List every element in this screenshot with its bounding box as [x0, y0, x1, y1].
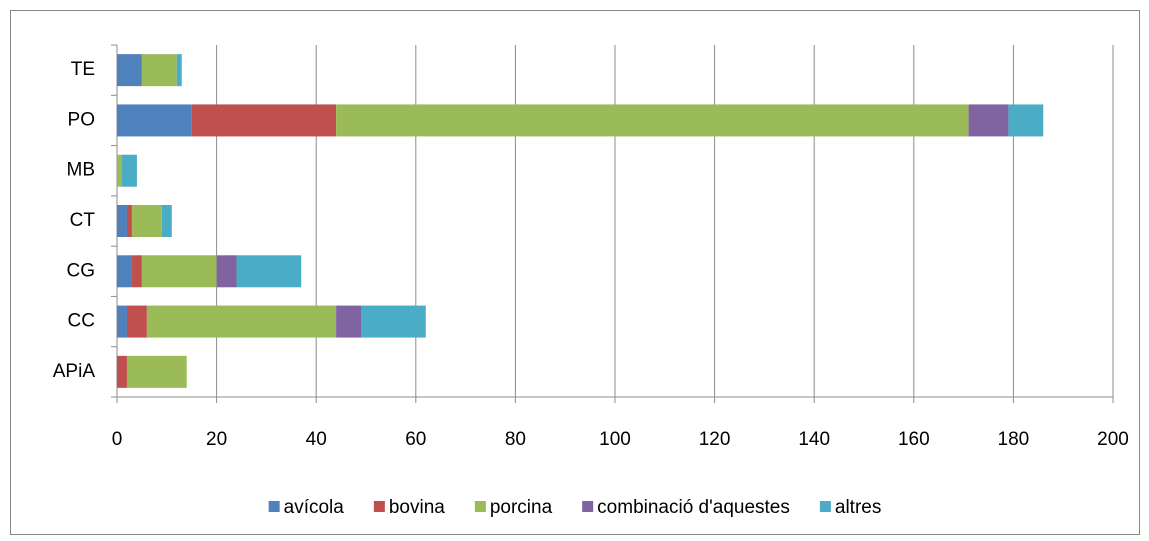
legend-label: avícola — [284, 497, 345, 518]
x-tick-label: 0 — [112, 429, 123, 450]
legend-swatch — [373, 501, 385, 512]
y-tick-label: CG — [67, 260, 96, 281]
legend-swatch — [268, 501, 280, 512]
bar-segment — [117, 54, 142, 87]
legend-label: altres — [835, 497, 881, 518]
x-tick-label: 100 — [599, 429, 631, 450]
bar-segment — [236, 255, 302, 288]
y-tick-label: CC — [68, 311, 95, 332]
bar-segment — [117, 355, 127, 388]
bar-segment — [1008, 104, 1044, 137]
bar-segment — [131, 205, 162, 237]
bar-segment — [176, 54, 182, 87]
bar-segment — [141, 54, 177, 87]
legend-label: combinació d'aquestes — [597, 497, 790, 518]
bar-segment — [117, 205, 127, 237]
bar-segment — [968, 104, 1009, 137]
x-tick-label: 80 — [505, 429, 526, 450]
bar-segment — [117, 154, 122, 187]
y-tick-label: TE — [71, 59, 95, 80]
y-tick-label: MB — [67, 160, 96, 181]
bar-segment — [191, 104, 337, 137]
bar-segment — [361, 305, 426, 338]
x-tick-label: 60 — [405, 429, 426, 450]
y-tick-label: CT — [70, 210, 96, 231]
bar-segment — [216, 255, 237, 288]
y-tick-label: APiA — [53, 361, 96, 382]
y-tick-label: PO — [68, 109, 95, 130]
bar-segment — [126, 355, 187, 388]
bar-segment — [126, 305, 147, 338]
bar-segment — [141, 255, 217, 288]
bar-segment — [117, 305, 127, 338]
bar-segment — [121, 154, 137, 187]
x-tick-label: 120 — [699, 429, 731, 450]
x-tick-label: 20 — [206, 429, 227, 450]
bar-segment — [126, 205, 132, 237]
legend-swatch — [474, 501, 486, 512]
x-tick-label: 40 — [306, 429, 327, 450]
bar-segment — [131, 255, 142, 288]
x-tick-label: 160 — [898, 429, 930, 450]
legend-label: bovina — [389, 497, 445, 518]
bar-segment — [336, 104, 969, 137]
bar-segment — [146, 305, 337, 338]
legend-swatch — [582, 501, 594, 512]
legend-swatch — [819, 501, 831, 512]
x-tick-label: 180 — [998, 429, 1030, 450]
bar-segment — [117, 255, 132, 288]
bar-segment — [117, 104, 192, 137]
bar-segment — [161, 205, 172, 237]
bar-segment — [336, 305, 362, 338]
legend-label: porcina — [490, 497, 553, 518]
x-tick-label: 200 — [1097, 429, 1129, 450]
x-tick-label: 140 — [798, 429, 830, 450]
